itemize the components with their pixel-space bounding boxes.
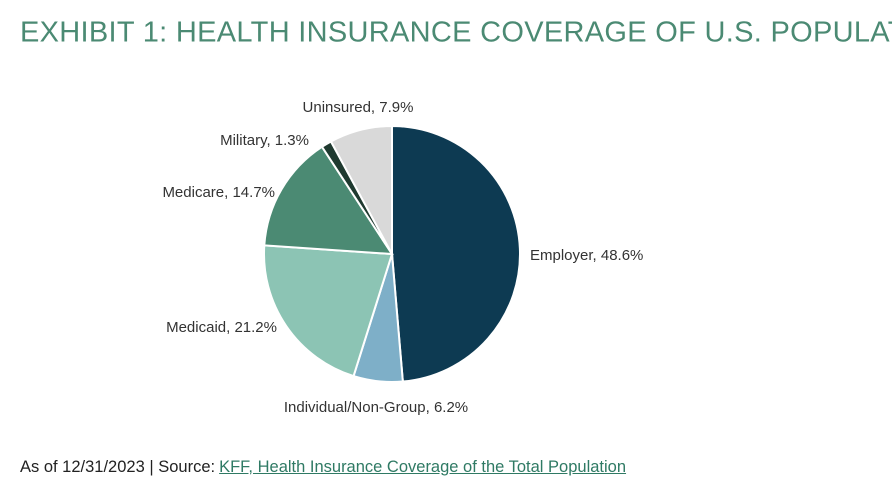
slice-label: Medicare, 14.7% xyxy=(162,184,275,201)
chart-title: EXHIBIT 1: HEALTH INSURANCE COVERAGE OF … xyxy=(20,17,892,49)
source-link[interactable]: KFF, Health Insurance Coverage of the To… xyxy=(219,458,627,476)
slice-label: Employer, 48.6% xyxy=(530,247,643,264)
pie-slice xyxy=(263,244,394,378)
slice-label: Individual/Non-Group, 6.2% xyxy=(284,399,468,416)
slice-label: Medicaid, 21.2% xyxy=(166,319,277,336)
slice-label: Military, 1.3% xyxy=(220,132,309,149)
footer-text: As of 12/31/2023 | Source: xyxy=(20,458,216,476)
slice-label: Uninsured, 7.9% xyxy=(303,99,414,116)
pie-slice xyxy=(391,124,521,383)
pie-slice xyxy=(263,145,394,256)
footer: As of 12/31/2023 | Source: KFF, Health In… xyxy=(20,458,626,477)
pie-slice xyxy=(329,124,393,255)
chart: EXHIBIT 1: HEALTH INSURANCE COVERAGE OF … xyxy=(20,17,892,416)
